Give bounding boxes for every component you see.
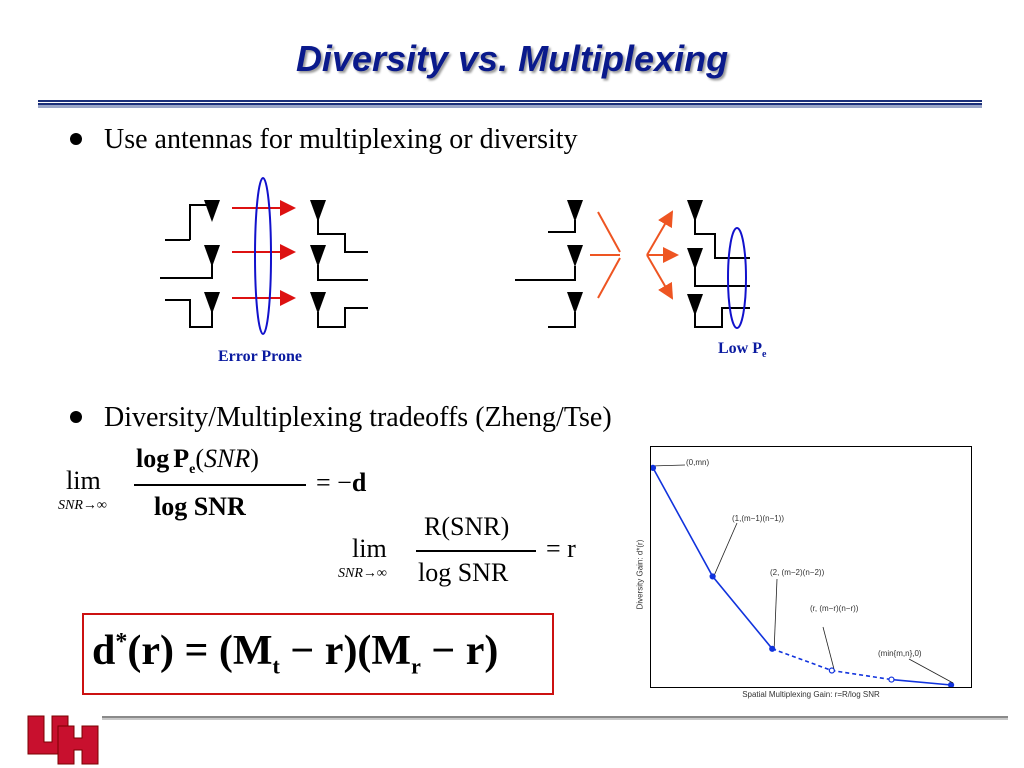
error-ellipse — [254, 177, 272, 335]
chart-point — [709, 573, 716, 580]
annotation-point-2: (2, (m−2)(n−2)) — [770, 568, 825, 577]
chart-point — [828, 667, 835, 674]
chart-point — [769, 645, 776, 652]
bullet-1: Use antennas for multiplexing or diversi… — [70, 124, 578, 156]
footer-divider — [102, 716, 1008, 720]
low-pe-ellipse — [727, 227, 747, 329]
chart-series-1 — [771, 648, 892, 681]
error-prone-label: Error Prone — [218, 348, 302, 365]
chart-point — [947, 681, 955, 687]
tx-wire-2 — [160, 252, 213, 279]
title-divider — [38, 100, 982, 108]
annotation-pointer-1 — [714, 522, 738, 575]
tx-wire-3 — [165, 295, 213, 328]
annotation-pointer-3 — [822, 626, 835, 669]
annotation-point-r: (r, (m−r)(n−r)) — [810, 604, 859, 613]
tradeoff-chart — [650, 446, 972, 688]
multiplex-arrows — [232, 200, 296, 306]
bullet-1-text: Use antennas for multiplexing or diversi… — [104, 124, 578, 155]
bullet-2-text: Diversity/Multiplexing tradeoffs (Zheng/… — [104, 402, 612, 433]
bullet-dot-icon — [70, 410, 82, 423]
bullet-dot-icon — [70, 132, 82, 145]
annotation-pointer-2 — [773, 578, 778, 647]
tradeoff-formula-box: d*(r) = (Mt − r)(Mr − r) — [82, 613, 554, 695]
diversity-arrows — [590, 210, 679, 300]
chart-ylabel: Diversity Gain: d*(r) — [635, 539, 645, 610]
bullet-2: Diversity/Multiplexing tradeoffs (Zheng/… — [70, 402, 612, 434]
antenna-diagram — [160, 177, 750, 335]
uh-logo-icon — [27, 715, 99, 765]
annotation-pointer-4 — [908, 658, 954, 684]
rx-wire-2 — [317, 265, 368, 281]
annotation-pointer-0 — [654, 464, 686, 467]
annotation-point-0: (0,mn) — [686, 458, 710, 467]
low-pe-label: Low Pe — [718, 340, 767, 361]
formula-rate-limit: lim SNR→∞ R(SNR) log SNR = r — [338, 512, 576, 587]
formula-pe-limit: lim SNR→∞ log Pe(SNR) log SNR = −d — [58, 444, 367, 521]
chart-xlabel: Spatial Multiplexing Gain: r=R/log SNR — [742, 690, 880, 699]
rx-wire-1 — [317, 215, 368, 253]
chart-point — [888, 676, 895, 683]
slide-title: Diversity vs. Multiplexing — [295, 38, 729, 79]
chart-series-2 — [891, 678, 952, 686]
annotation-point-min: (min{m,n},0) — [878, 649, 922, 658]
chart-point — [651, 464, 657, 471]
right-antenna-icons — [567, 200, 703, 316]
annotation-point-1: (1,(m−1)(n−1)) — [732, 514, 785, 523]
tx-wire-1 — [189, 204, 212, 240]
chart-series-0 — [652, 467, 773, 650]
rx-wire-3 — [317, 307, 368, 328]
left-antenna-icons — [204, 200, 326, 314]
